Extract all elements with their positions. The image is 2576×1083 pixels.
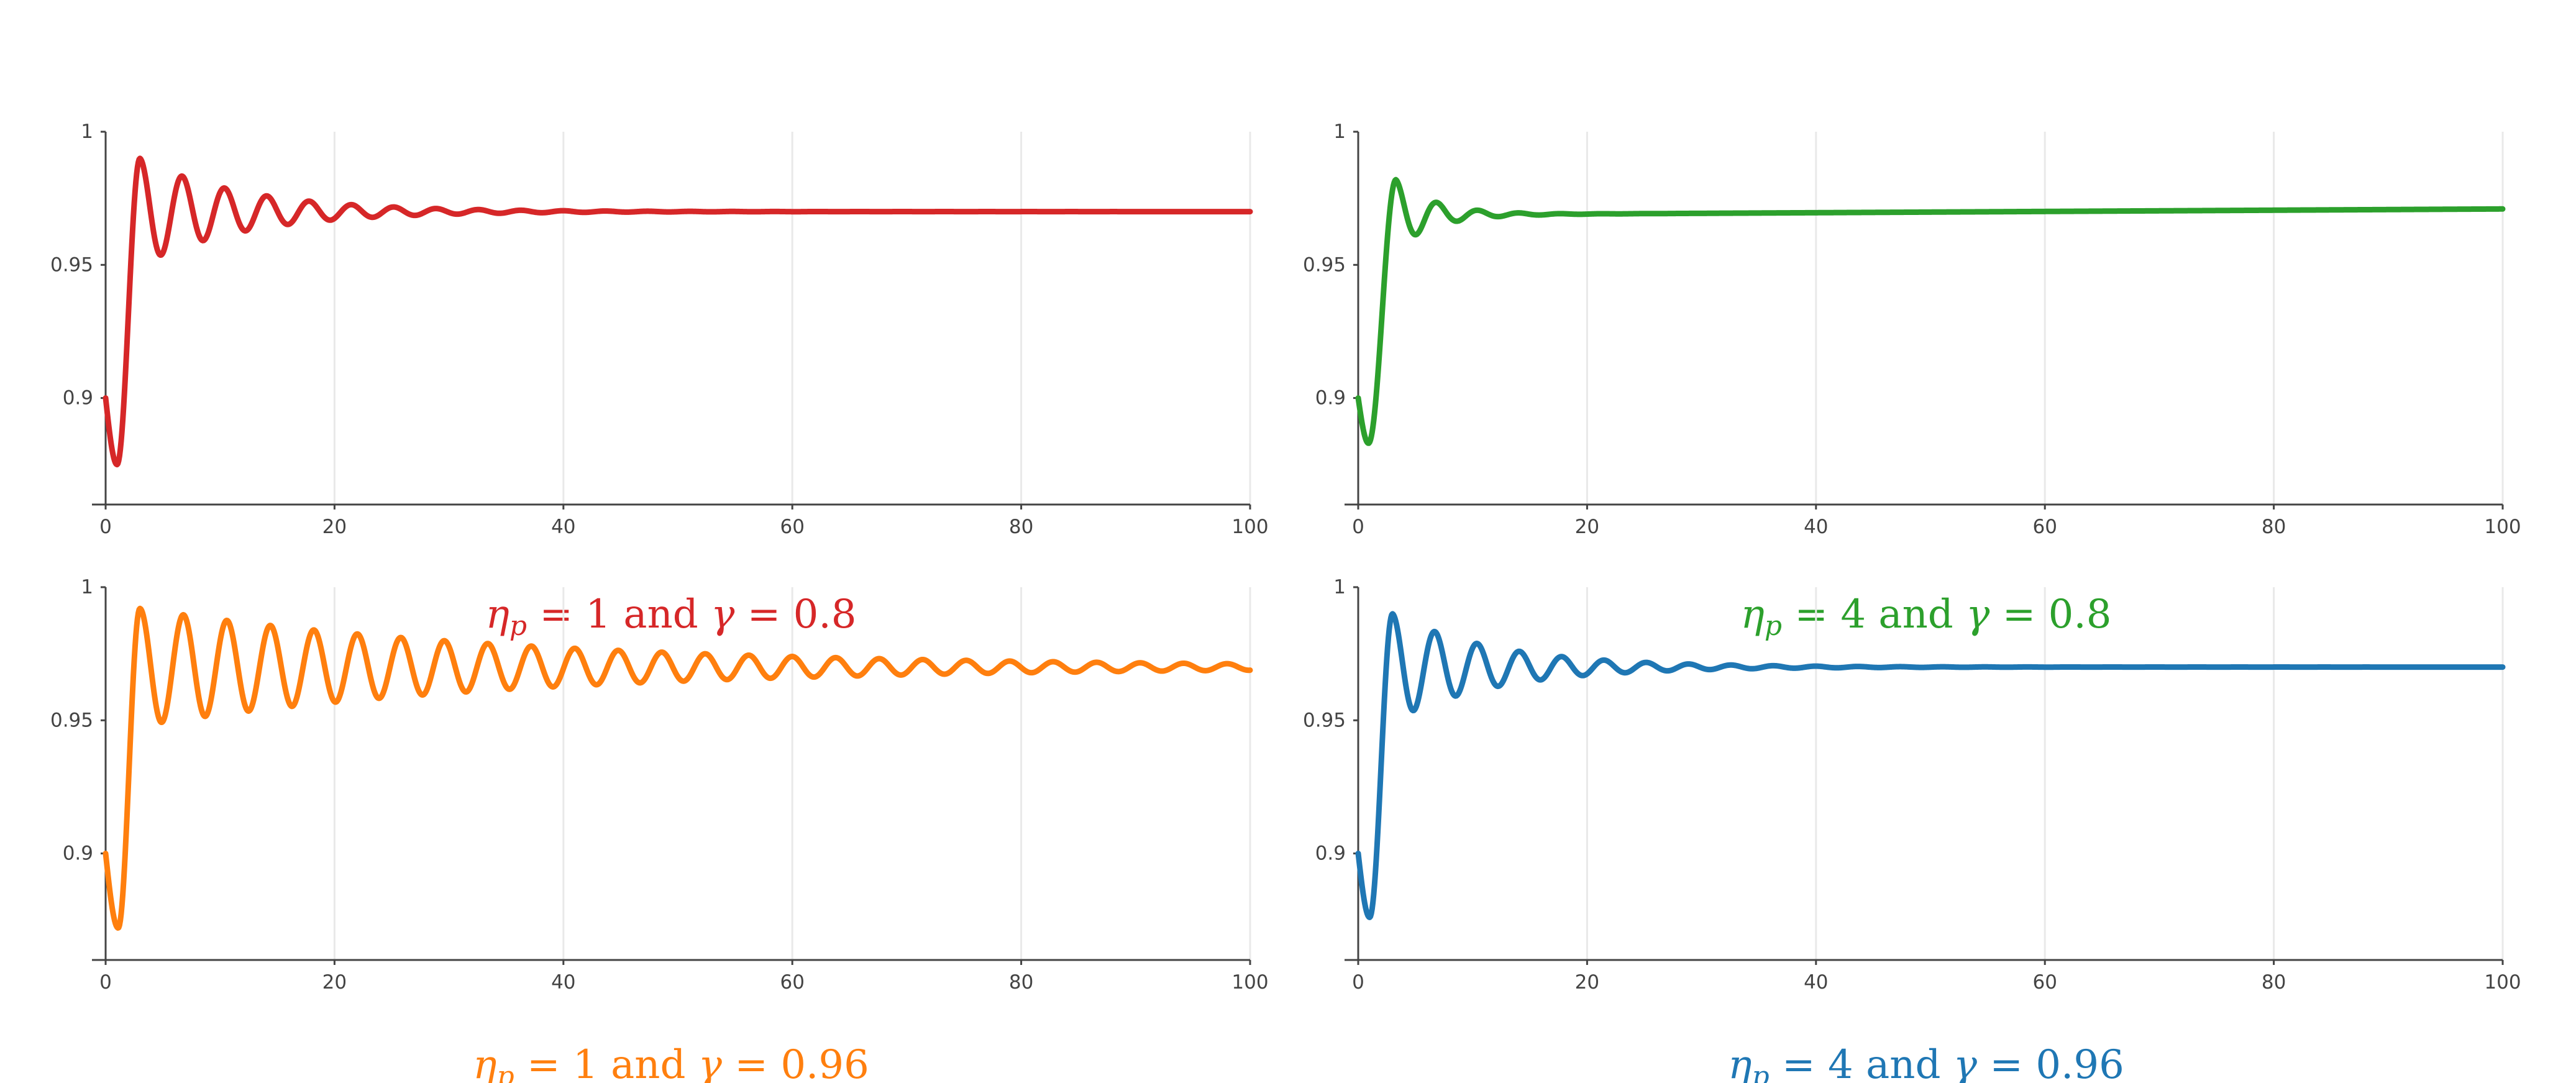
x-tick-label: 20 — [1575, 516, 1599, 538]
y-tick-label: 1 — [81, 121, 93, 143]
x-tick-label: 100 — [2484, 516, 2521, 538]
panel-caption: ηp = 1 and γ = 0.8 — [486, 592, 857, 642]
panel-caption: ηp = 4 and γ = 0.8 — [1741, 592, 2112, 642]
y-tick-label: 1 — [1333, 121, 1346, 143]
panel-1: 0 20 40 60 80 100 0.9 0.95 1 ηp = 1 and γ = 0.8 — [50, 121, 1269, 642]
x-tick-label: 0 — [1352, 516, 1364, 538]
series-line — [1355, 176, 2506, 446]
series-line — [103, 605, 1253, 931]
y-tick-label: 1 — [1333, 576, 1346, 598]
y-tick-label: 0.9 — [1315, 843, 1346, 865]
y-tick-label: 0.95 — [1303, 254, 1346, 276]
x-tick-label: 20 — [322, 971, 347, 994]
x-tick-label: 80 — [2262, 516, 2286, 538]
panel-3: 0 20 40 60 80 100 0.9 0.95 1 ηp = 1 and γ = 0.96 — [50, 576, 1269, 1083]
x-tick-label: 40 — [1804, 971, 1828, 994]
x-tick-label: 100 — [1231, 516, 1268, 538]
y-tick-label: 0.95 — [50, 709, 93, 731]
x-tick-label: 40 — [1804, 516, 1828, 538]
x-tick-label: 80 — [1009, 516, 1033, 538]
panel-4: 0 20 40 60 80 100 0.9 0.95 1 ηp = 4 and γ = 0.96 — [1303, 576, 2521, 1083]
x-tick-label: 80 — [1009, 971, 1033, 994]
x-tick-label: 100 — [1231, 971, 1268, 994]
x-tick-label: 100 — [2484, 971, 2521, 994]
y-tick-label: 0.95 — [50, 254, 93, 276]
y-tick-label: 1 — [81, 576, 93, 598]
x-tick-label: 20 — [322, 516, 347, 538]
x-tick-label: 60 — [2032, 971, 2057, 994]
x-tick-label: 60 — [780, 971, 804, 994]
y-tick-label: 0.9 — [63, 387, 93, 409]
y-tick-label: 0.95 — [1303, 709, 1346, 731]
x-tick-label: 0 — [99, 516, 112, 538]
panel-2: 0 20 40 60 80 100 0.9 0.95 1 ηp = 4 and γ = 0.8 — [1303, 121, 2521, 642]
series-line — [103, 155, 1253, 468]
x-tick-label: 40 — [551, 516, 575, 538]
x-tick-label: 20 — [1575, 971, 1599, 994]
x-tick-label: 40 — [551, 971, 575, 994]
x-tick-label: 60 — [780, 516, 804, 538]
y-tick-label: 0.9 — [63, 843, 93, 865]
x-tick-label: 0 — [1352, 971, 1364, 994]
panel-caption: ηp = 1 and γ = 0.96 — [473, 1042, 869, 1083]
x-tick-label: 80 — [2262, 971, 2286, 994]
x-tick-label: 60 — [2032, 516, 2057, 538]
panel-caption: ηp = 4 and γ = 0.96 — [1728, 1042, 2124, 1083]
x-tick-label: 0 — [99, 971, 112, 994]
y-tick-label: 0.9 — [1315, 387, 1346, 409]
series-line — [1355, 611, 2506, 920]
